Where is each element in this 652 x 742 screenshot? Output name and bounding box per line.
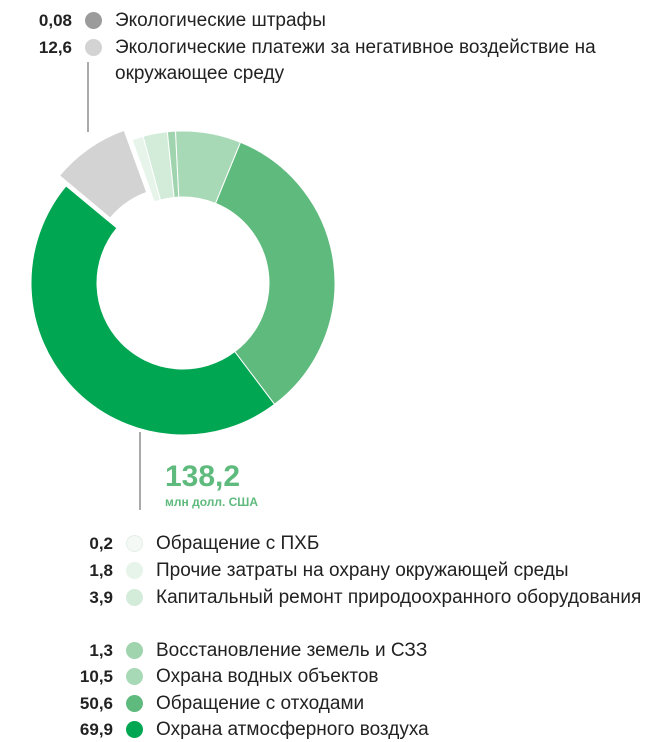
donut-segment xyxy=(214,141,336,406)
legend-marker xyxy=(126,668,143,685)
legend-item: 0,08 Экологические штрафы xyxy=(2,8,326,34)
legend-label: Обращение с ПХБ xyxy=(156,533,320,554)
legend-item: 1,3 Восстановление земель и СЗЗ xyxy=(43,638,427,664)
legend-value: 1,8 xyxy=(89,561,113,580)
legend-value: 50,6 xyxy=(79,694,113,713)
legend-marker xyxy=(126,589,143,606)
legend-value: 10,5 xyxy=(79,667,113,686)
legend-item: 69,9 Охрана атмосферного воздуха xyxy=(43,717,429,742)
donut-segment xyxy=(56,177,109,222)
legend-marker xyxy=(126,535,143,552)
legend-value: 69,9 xyxy=(79,720,113,739)
legend-item: 10,5 Охрана водных объектов xyxy=(43,664,379,690)
legend-item: 0,2 Обращение с ПХБ xyxy=(43,531,319,557)
legend-item: 50,6 Обращение с отходами xyxy=(43,691,364,717)
legend-marker xyxy=(126,562,143,579)
legend-item: 1,8 Прочие затраты на охрану окружающей с… xyxy=(43,558,569,584)
legend-label: Капитальный ремонт природоохранного обор… xyxy=(156,587,642,608)
legend-marker xyxy=(85,12,102,29)
legend-value: 0,2 xyxy=(89,534,113,553)
legend-label: Прочие затраты на охрану окружающей сред… xyxy=(156,560,569,581)
legend-marker xyxy=(126,642,143,659)
legend-label: Охрана водных объектов xyxy=(156,666,379,687)
donut-segment xyxy=(58,129,148,219)
legend-label: Охрана атмосферного воздуха xyxy=(156,719,429,740)
legend-marker xyxy=(126,695,143,712)
legend-item: 12,6 Экологические платежи за негативное … xyxy=(2,35,603,87)
legend-value: 1,3 xyxy=(89,641,113,660)
total: 138,2 млн долл. США xyxy=(165,460,258,510)
legend-marker xyxy=(85,39,102,56)
legend-value: 3,9 xyxy=(89,588,113,607)
legend-value: 0,08 xyxy=(38,11,72,30)
legend-marker xyxy=(126,721,143,738)
legend-label: Обращение с отходами xyxy=(156,693,365,714)
legend-item: 3,9 Капитальный ремонт природоохранного о… xyxy=(43,585,641,611)
total-unit: млн долл. США xyxy=(165,495,259,509)
donut-segment xyxy=(30,185,276,436)
legend-label: Восстановление земель и СЗЗ xyxy=(156,640,428,661)
legend-value: 12,6 xyxy=(38,38,72,57)
legend-label: Экологические штрафы xyxy=(115,10,326,31)
legend-label: Экологические платежи за негативное возд… xyxy=(115,37,596,84)
total-value: 138,2 xyxy=(165,460,241,493)
